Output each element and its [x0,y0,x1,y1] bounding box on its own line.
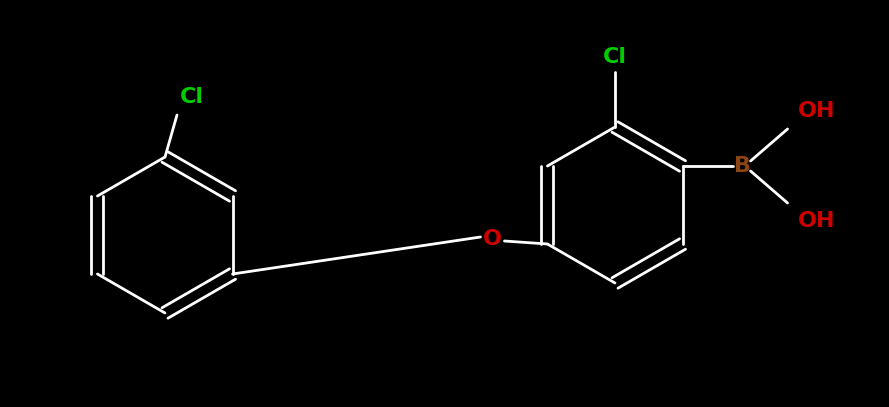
Text: OH: OH [797,101,835,121]
Text: Cl: Cl [603,47,627,67]
Text: Cl: Cl [180,87,204,107]
Text: O: O [483,229,502,249]
Text: B: B [734,156,751,176]
Text: OH: OH [797,211,835,231]
